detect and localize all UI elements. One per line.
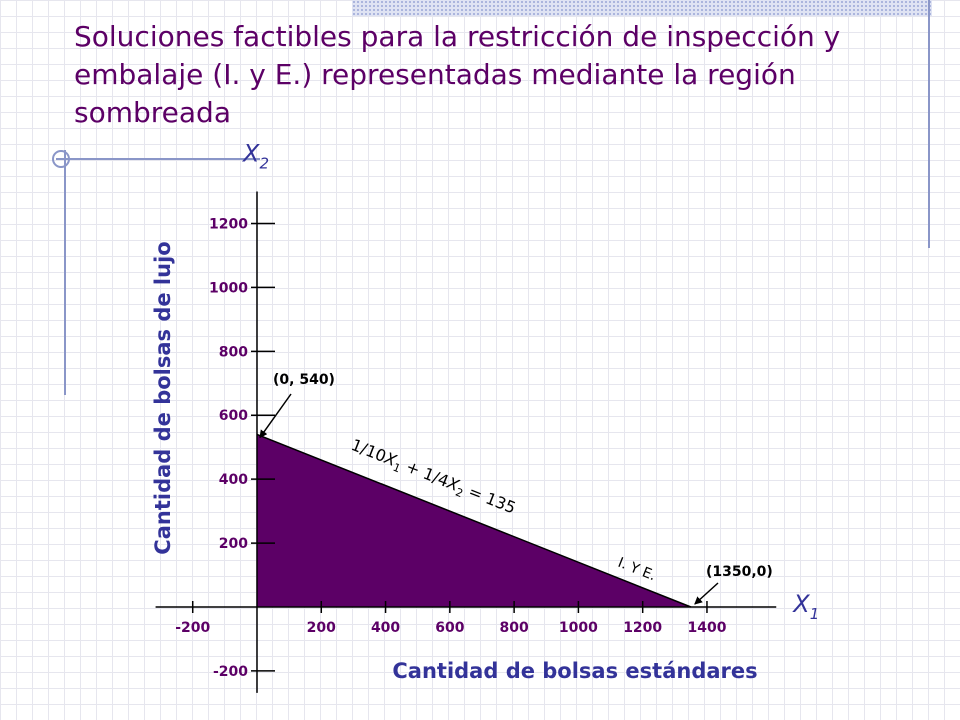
constraint-line: [256, 433, 692, 608]
y-axis-variable: X2: [241, 140, 269, 173]
x-tick-label: -200: [175, 620, 210, 636]
decorative-circle: [52, 150, 70, 168]
left-decorative-line-horizontal: [56, 158, 260, 160]
x-tick-label: 600: [435, 620, 464, 636]
x-tick-label: 400: [371, 620, 400, 636]
x-axis-variable: X1: [791, 590, 819, 623]
annotation-label: (0, 540): [273, 372, 335, 388]
x-axis-title: Cantidad de bolsas estándares: [392, 659, 757, 683]
x-tick-label: 1200: [623, 620, 662, 636]
point-annotations: (0, 540) (1350,0): [259, 372, 773, 605]
annotation-arrow: [694, 582, 719, 605]
x-tick-label: 800: [500, 620, 529, 636]
slide-title: Soluciones factibles para la restricción…: [74, 20, 841, 129]
annotation-arrow: [259, 393, 292, 439]
y-tick-label: 600: [219, 408, 248, 424]
y-axis-ticks: -200 200 400 600 800 1000 1200: [209, 216, 275, 680]
y-tick-label: 800: [219, 344, 248, 360]
top-decorative-bar: [352, 0, 932, 16]
annotation-label: (1350,0): [706, 564, 773, 580]
y-tick-label: 200: [219, 536, 248, 552]
y-tick-label: 1200: [209, 216, 248, 232]
x-tick-label: 1000: [559, 620, 598, 636]
x-tick-label: 1400: [687, 620, 726, 636]
left-decorative-line-vertical: [64, 150, 66, 395]
x-tick-label: 200: [307, 620, 336, 636]
y-axis-title: Cantidad de bolsas de lujo: [151, 241, 175, 554]
x-axis-ticks: -200 200 400 600 800 1000 1200 1400: [175, 601, 727, 636]
y-tick-label: 1000: [209, 280, 248, 296]
right-decorative-line: [928, 0, 930, 248]
y-tick-label: 400: [219, 472, 248, 488]
y-tick-label: -200: [213, 664, 248, 680]
